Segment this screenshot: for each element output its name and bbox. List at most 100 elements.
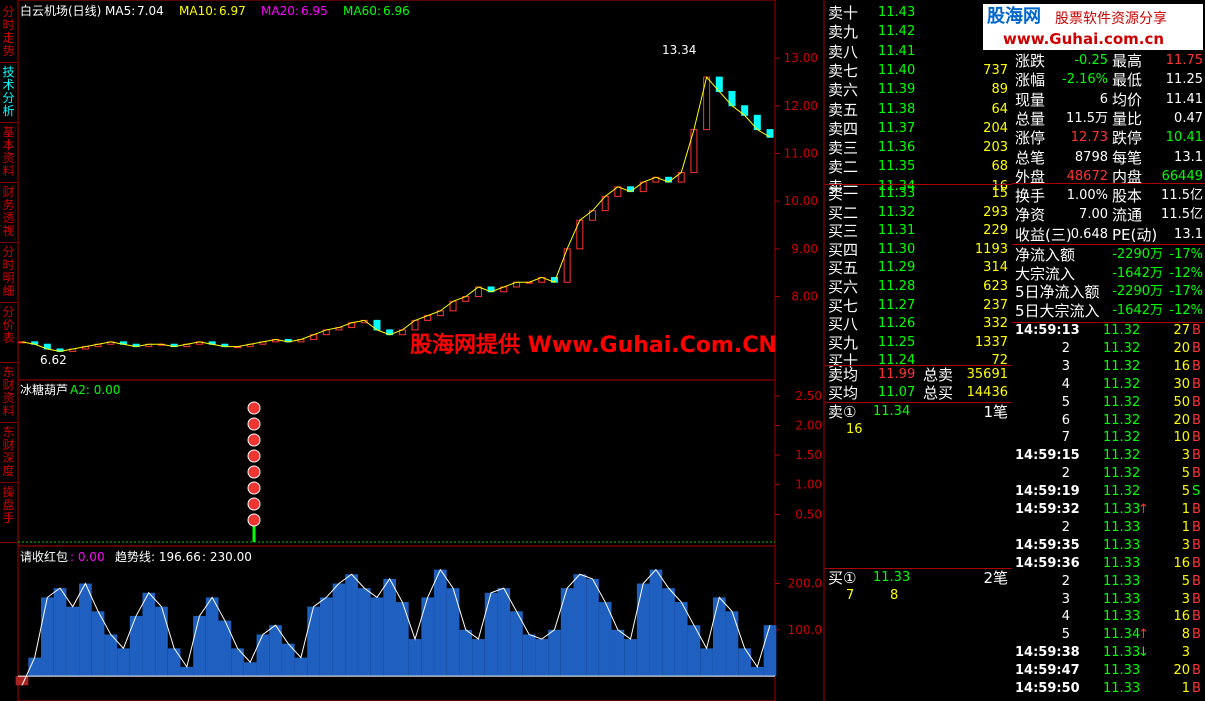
trade-price: 11.32: [1103, 323, 1141, 338]
queue-order: 16: [846, 422, 863, 437]
trade-side: B: [1192, 537, 1201, 553]
stat-value: 8798: [1074, 149, 1108, 165]
histogram-bar: [91, 611, 105, 677]
side-tab[interactable]: 东财深度: [0, 426, 17, 483]
side-tab[interactable]: 东财资料: [0, 366, 17, 423]
histogram-bar: [459, 629, 473, 677]
histogram-bar: [205, 597, 219, 677]
stat-label: 跌停: [1112, 129, 1143, 148]
trade-side: B: [1192, 412, 1201, 428]
stat-value: 11.25: [1165, 72, 1203, 88]
trade-price: 11.33: [1103, 609, 1141, 625]
book-volume: 623: [983, 279, 1008, 294]
stat-label: 股本: [1112, 187, 1143, 205]
book-price: 11.27: [878, 297, 916, 313]
side-tab[interactable]: 操盘手: [0, 486, 17, 543]
book-price: 11.26: [878, 316, 916, 332]
side-tab[interactable]: 分时明细: [0, 246, 17, 303]
book-price: 11.36: [878, 140, 916, 156]
histogram-bar: [535, 639, 549, 677]
histogram-bar: [725, 611, 739, 677]
y-tick-label: 2.00: [795, 418, 822, 432]
book-volume: 203: [983, 140, 1008, 156]
indicator-name: 请收红包: [20, 550, 69, 564]
trade-volume: 5: [1181, 573, 1190, 589]
trade-side: B: [1192, 573, 1201, 589]
book-volume: 293: [983, 204, 1008, 220]
flow-amount: -1642万: [1112, 302, 1163, 318]
stat-label: 净资: [1015, 206, 1046, 225]
trade-time: 7: [1061, 430, 1070, 446]
y-tick-label: 10.00: [784, 194, 818, 208]
watermark: 股海网提供 Www.Guhai.Com.CN: [410, 333, 777, 358]
trade-volume: 3: [1181, 591, 1190, 607]
book-label: 买四: [828, 240, 859, 259]
histogram-bar: [15, 676, 29, 686]
divider: [1012, 322, 1205, 323]
book-price: 11.42: [878, 24, 916, 40]
book-price: 11.38: [878, 101, 916, 117]
trade-volume: 16: [1173, 358, 1190, 374]
book-label: 买一: [828, 185, 859, 203]
chart-title: 白云机场(日线): [20, 4, 102, 18]
stat-value: 1.00%: [1066, 188, 1108, 203]
queue-order: 7: [846, 588, 855, 603]
high-annotation: 13.34: [662, 43, 697, 57]
stat-label: 总笔: [1015, 148, 1046, 167]
histogram-bar: [434, 569, 447, 677]
book-price: 11.24: [878, 353, 916, 369]
divider: [825, 184, 1012, 185]
trade-price: 11.32: [1103, 484, 1141, 500]
trade-price: 11.32: [1103, 448, 1141, 464]
trade-price: 11.33: [1103, 681, 1141, 696]
side-tab[interactable]: 财务透视: [0, 186, 17, 243]
divider: [825, 365, 1012, 366]
trade-side: B: [1192, 502, 1201, 517]
trade-price: 11.33: [1103, 591, 1141, 607]
y-tick-label: 1.50: [795, 448, 822, 462]
stat-label: 涨跌: [1015, 52, 1046, 70]
ma-value: 6.97: [219, 4, 246, 18]
histogram-bar: [586, 578, 599, 677]
trade-price: 11.34: [1103, 627, 1141, 643]
trade-price: 11.32: [1103, 340, 1141, 356]
stat-label: 换手: [1015, 187, 1046, 205]
side-tab[interactable]: 分时走势: [0, 6, 17, 63]
ma-label: MA60:: [343, 4, 381, 18]
y-tick-label: 2.50: [795, 389, 822, 403]
book-volume: 16: [991, 178, 1008, 194]
logo-name: 股海网: [987, 6, 1041, 27]
trade-price: 11.33: [1103, 663, 1141, 679]
histogram-bar: [649, 569, 663, 677]
stat-value: 11.5亿: [1161, 188, 1203, 203]
stat-value: -2.16%: [1062, 72, 1108, 88]
book-price: 11.28: [878, 279, 916, 294]
side-tab[interactable]: 基本资料: [0, 126, 17, 183]
side-tab[interactable]: 技术分析: [0, 66, 17, 123]
queue-count: 2笔: [983, 569, 1008, 587]
histogram-bar: [548, 629, 561, 677]
y-tick-label: 100.0: [788, 623, 822, 637]
summary-label: 总买: [923, 384, 954, 402]
histogram-bar: [421, 597, 435, 677]
trade-volume: 50: [1173, 394, 1190, 410]
stat-label: 涨停: [1015, 129, 1046, 148]
histogram-bar: [383, 578, 396, 677]
histogram-bar: [155, 606, 168, 677]
trade-volume: 1: [1181, 681, 1190, 696]
stat-value: 11.75: [1165, 53, 1203, 68]
book-label: 买八: [828, 315, 859, 334]
histogram-bar: [231, 648, 244, 677]
candy: [247, 433, 261, 447]
trade-volume: 3: [1181, 537, 1190, 553]
histogram-bar: [674, 602, 688, 677]
divider: [825, 568, 1012, 569]
trade-time: 2: [1061, 519, 1070, 535]
side-tab[interactable]: 分价表: [0, 306, 17, 363]
book-price: 11.29: [878, 260, 916, 276]
trade-side: S: [1192, 484, 1201, 500]
trade-arrow: ↑: [1138, 627, 1149, 643]
stat-label: 外盘: [1015, 167, 1046, 186]
histogram-bar: [408, 639, 422, 677]
histogram-bar: [332, 583, 346, 677]
